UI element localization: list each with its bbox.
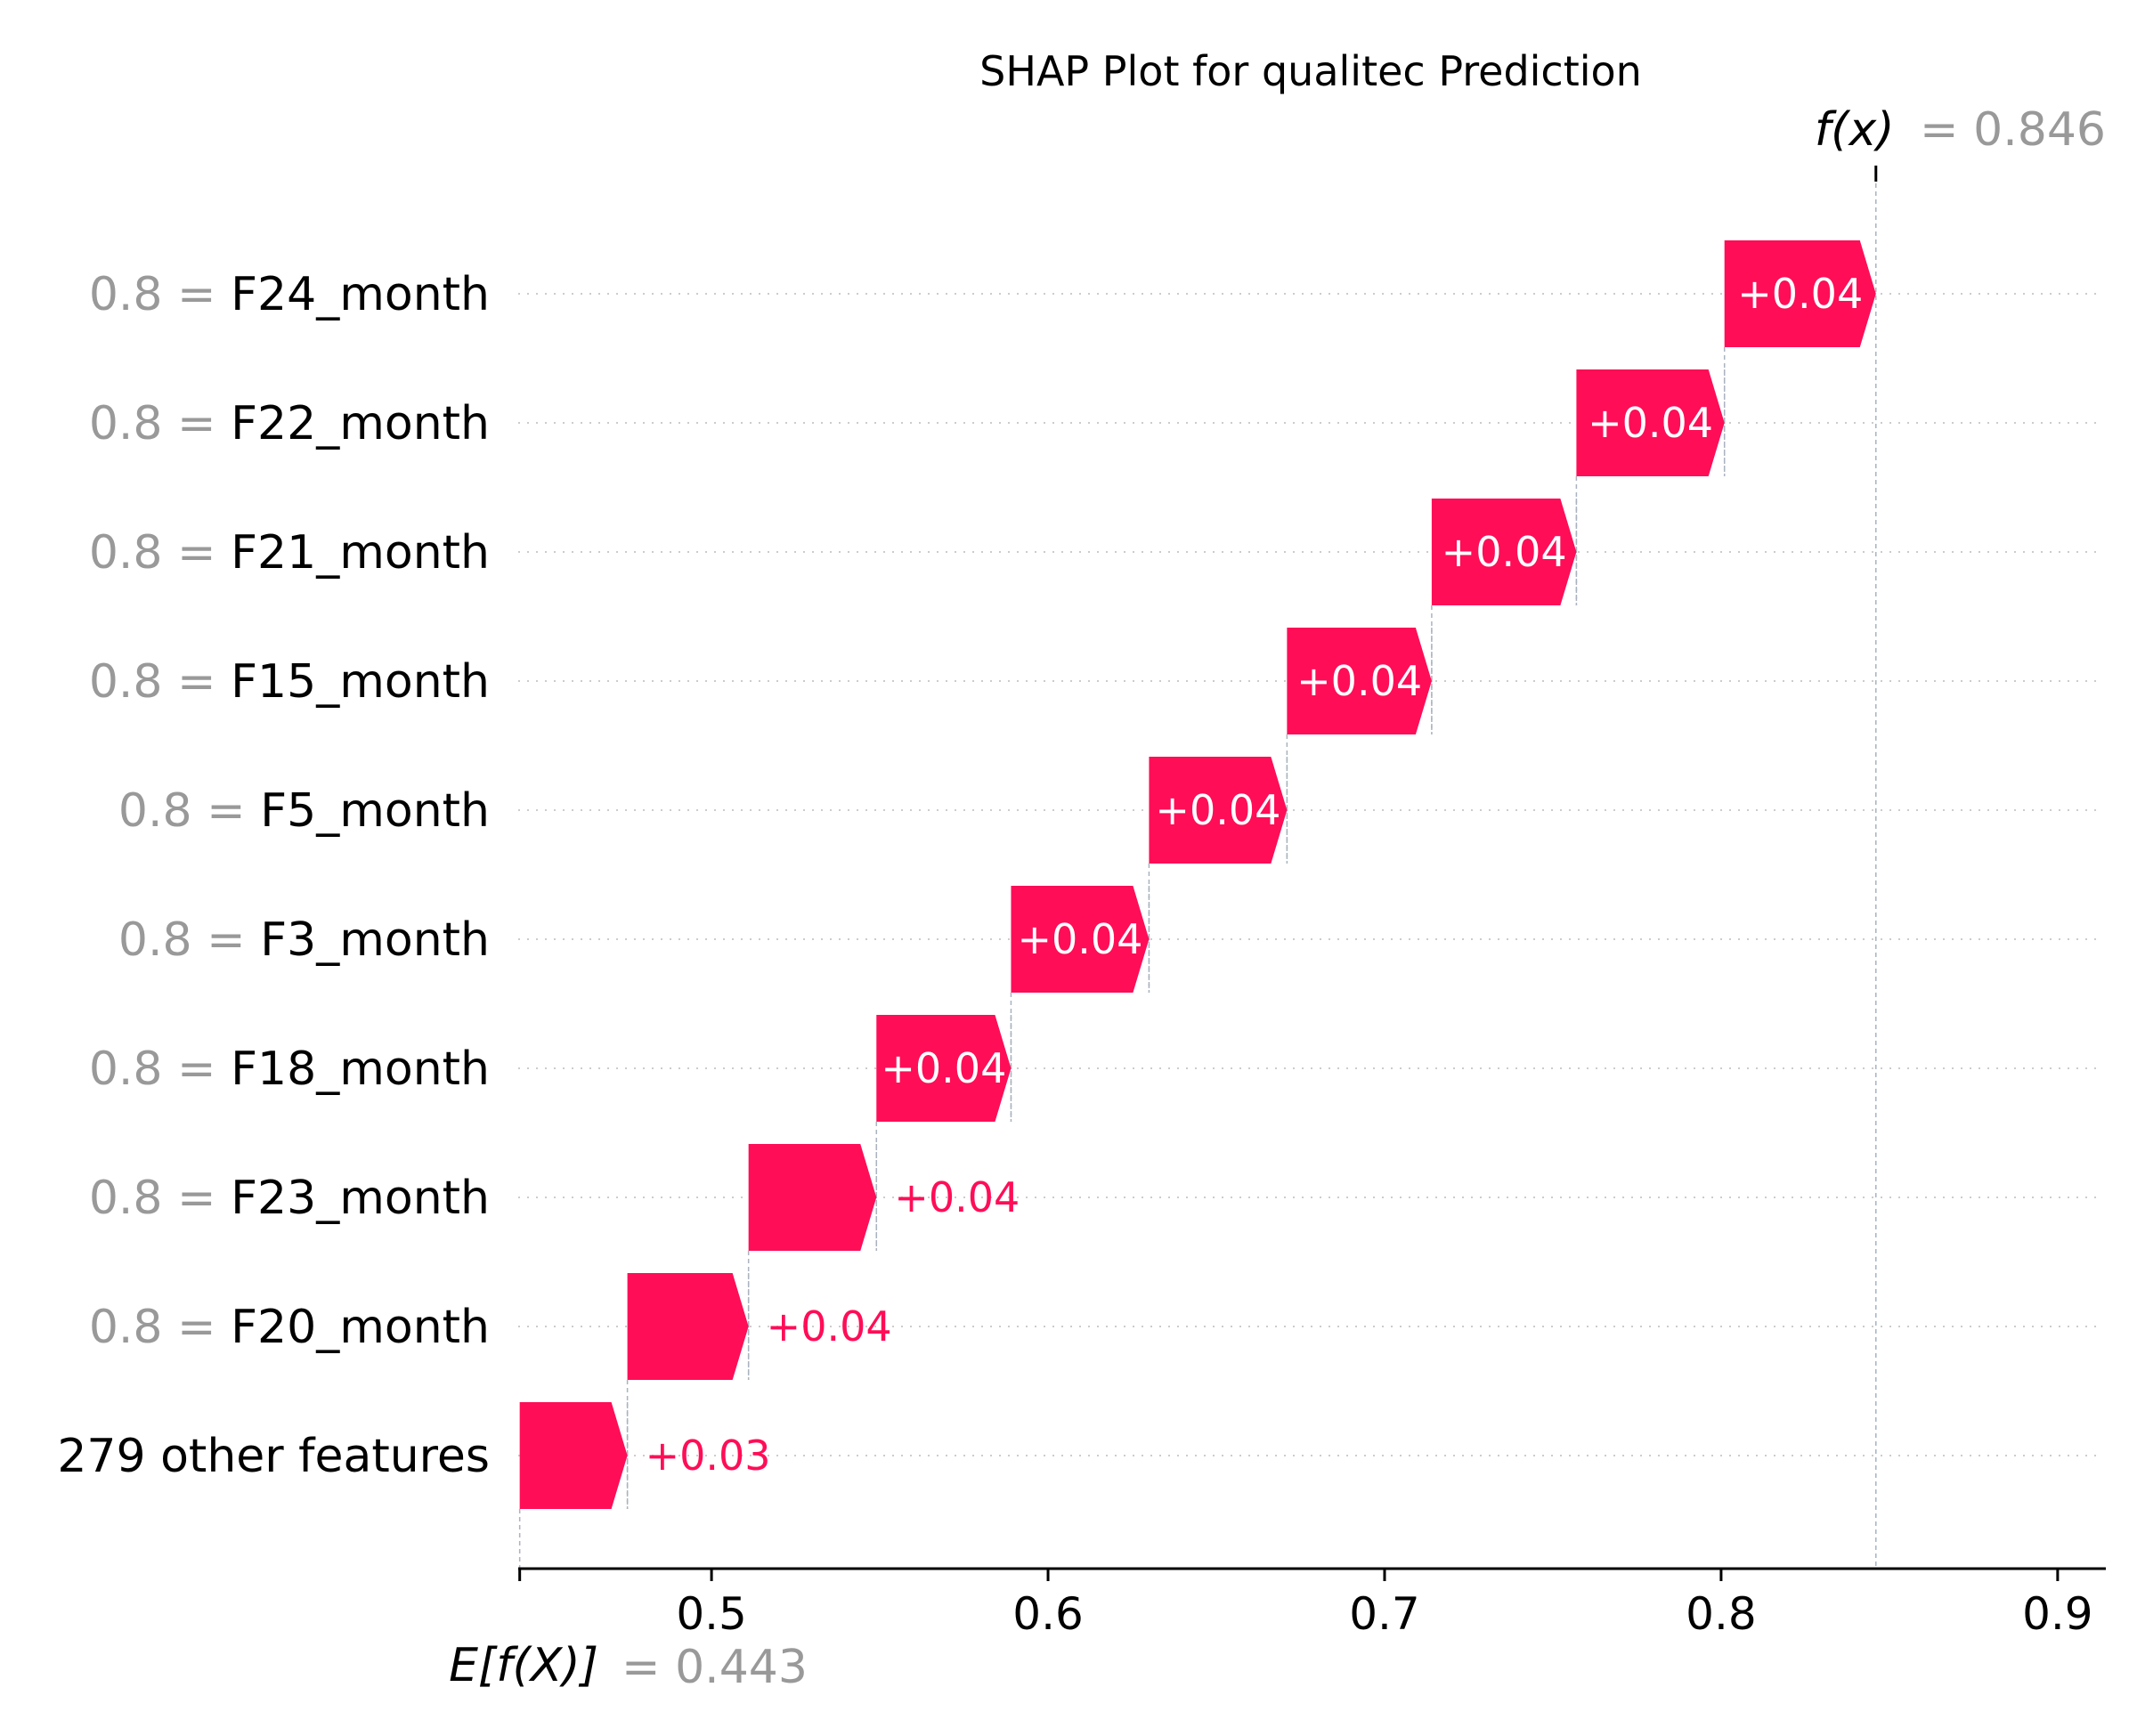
feature-label: 0.8 = F20_month [89, 1301, 490, 1354]
feature-value: 0.8 = [89, 1301, 231, 1354]
feature-label: 0.8 = F15_month [89, 655, 490, 709]
feature-value: 0.8 = [89, 268, 231, 321]
feature-value: 0.8 = [89, 1172, 231, 1225]
bar [748, 1144, 877, 1251]
bar [1287, 628, 1432, 734]
feature-value: 0.8 = [118, 784, 260, 838]
x-tick-label: 0.5 [676, 1588, 747, 1640]
svg-text:f(x) = 0.846: f(x) = 0.846 [1815, 103, 2106, 157]
bar-value-label: +0.04 [1155, 786, 1280, 834]
x-tick-label: 0.8 [1686, 1588, 1757, 1640]
bar-value-label: +0.04 [1442, 528, 1567, 576]
bars: +0.04 +0.04 +0.04 +0.04 +0.04 +0.04 +0.04 +0.04… [519, 240, 1876, 1509]
x-tick-label: 0.6 [1012, 1588, 1084, 1640]
bar-value-label: +0.03 [646, 1432, 771, 1480]
bar-value-label: +0.04 [767, 1302, 892, 1351]
output-value: = 0.846 [1920, 103, 2106, 157]
feature-name: F22_month [231, 397, 490, 450]
base-label: E[f(X)] [449, 1639, 598, 1692]
feature-name: F24_month [231, 268, 490, 321]
bar-value-label: +0.04 [1296, 657, 1422, 705]
svg-text:E[f(X)]: E[f(X)] [449, 1639, 598, 1692]
feature-value: 0.8 = [89, 1042, 231, 1096]
feature-name: F18_month [231, 1042, 490, 1096]
bar-value-label: +0.04 [894, 1173, 1020, 1221]
feature-name: F5_month [260, 784, 490, 838]
feature-label: 0.8 = F24_month [89, 268, 490, 321]
bar [876, 1015, 1012, 1122]
feature-value: 0.8 = [89, 655, 231, 709]
bar [1576, 369, 1725, 476]
base-value-annotation: E[f(X)] = 0.443 [449, 1639, 808, 1694]
output-value-annotation: f(x) = 0.846 [1815, 103, 2106, 157]
bar [1011, 886, 1150, 993]
feature-name: F3_month [260, 913, 490, 967]
feature-label: 0.8 = F22_month [89, 397, 490, 450]
feature-value: 0.8 = [89, 526, 231, 580]
feature-name: F23_month [231, 1172, 490, 1225]
bar [627, 1273, 749, 1380]
feature-name: 279 other features [57, 1430, 490, 1483]
base-value: = 0.443 [622, 1641, 808, 1694]
guide-lines [518, 166, 1878, 1569]
feature-value: 0.8 = [89, 397, 231, 450]
bar-value-label: +0.04 [1017, 915, 1142, 963]
chart-title: SHAP Plot for qualitec Prediction [979, 47, 1642, 95]
feature-label: 0.8 = F3_month [118, 913, 490, 967]
feature-label: 0.8 = F5_month [118, 784, 490, 838]
bar-value-label: +0.04 [1588, 399, 1713, 447]
feature-label: 0.8 = F23_month [89, 1172, 490, 1225]
feature-name: F20_month [231, 1301, 490, 1354]
output-label: f(x) [1815, 103, 1895, 157]
grid-lines [518, 293, 2101, 1456]
bar [519, 1402, 628, 1509]
bar [1149, 757, 1288, 864]
feature-label: 0.8 = F21_month [89, 526, 490, 580]
bar [1431, 499, 1577, 605]
feature-name: F15_month [231, 655, 490, 709]
x-tick-label: 0.9 [2022, 1588, 2093, 1640]
bar-value-label: +0.04 [1737, 270, 1863, 318]
bar-value-label: +0.04 [881, 1044, 1006, 1092]
feature-value: 0.8 = [118, 913, 260, 967]
bar [1724, 240, 1876, 347]
feature-label: 0.8 = F18_month [89, 1042, 490, 1096]
feature-name: F21_month [231, 526, 490, 580]
x-tick-label: 0.7 [1349, 1588, 1420, 1640]
x-axis: 0.5 0.6 0.7 0.8 0.9 [518, 1567, 2106, 1640]
feature-label: 279 other features [57, 1430, 490, 1483]
